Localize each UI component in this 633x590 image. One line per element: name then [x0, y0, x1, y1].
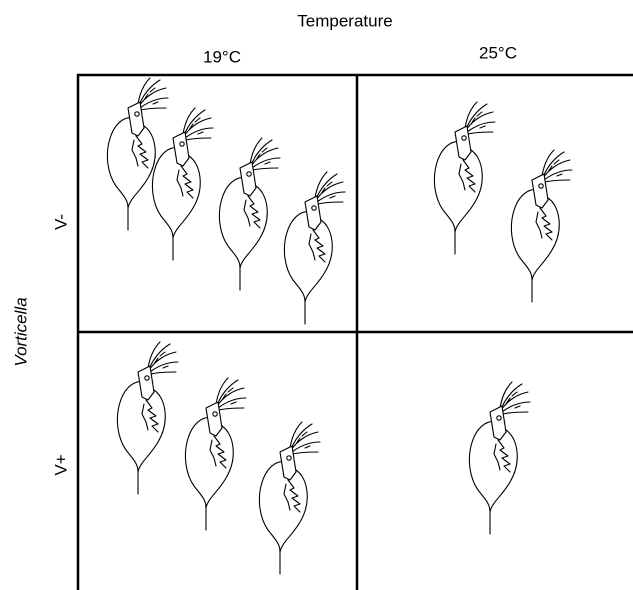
column-label: 25°C — [479, 43, 517, 62]
daphnia — [184, 377, 247, 531]
daphnia — [151, 107, 214, 261]
daphnia — [258, 421, 321, 575]
daphnia — [468, 381, 531, 535]
daphnia — [106, 77, 169, 231]
daphnia — [283, 171, 346, 325]
daphnia — [510, 149, 573, 303]
column-label: 19°C — [203, 47, 241, 66]
daphnia — [433, 101, 496, 255]
daphnia — [116, 341, 179, 495]
daphnia-group — [106, 77, 573, 575]
row-label: V- — [51, 214, 70, 230]
title: Temperature — [297, 11, 392, 30]
row-label: V+ — [51, 454, 70, 475]
daphnia — [218, 137, 281, 291]
grid — [76, 73, 633, 590]
row-axis-label: Vorticella — [11, 297, 30, 366]
